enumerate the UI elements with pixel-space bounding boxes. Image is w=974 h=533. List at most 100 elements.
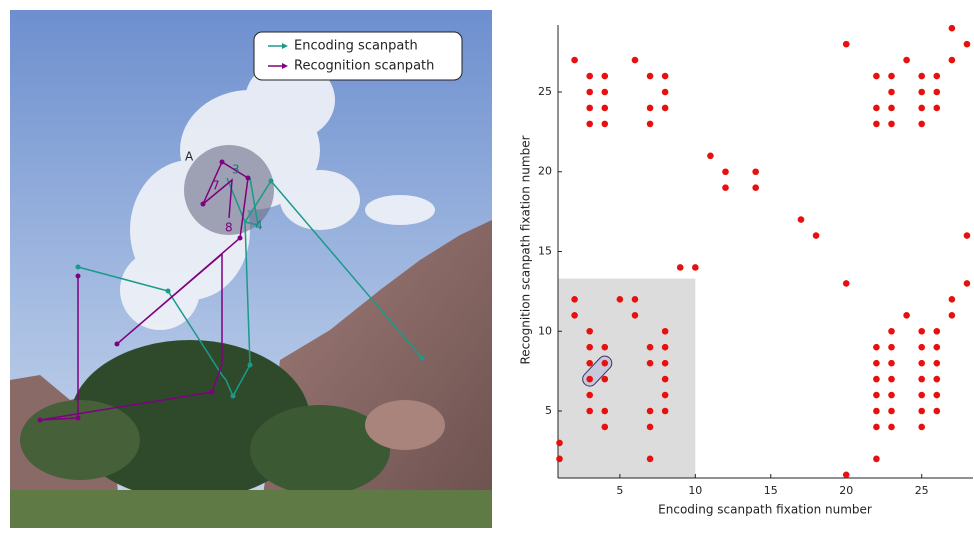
fixation-label: 4 [255, 219, 263, 233]
point [873, 424, 880, 431]
point [601, 424, 608, 431]
point [662, 392, 669, 399]
point [586, 344, 593, 351]
point [949, 25, 956, 32]
point [873, 408, 880, 415]
point [647, 73, 654, 80]
point [662, 376, 669, 383]
point [873, 376, 880, 383]
point [601, 73, 608, 80]
point [677, 264, 684, 271]
point [918, 105, 925, 112]
point [692, 264, 699, 271]
point [888, 121, 895, 128]
fixation-label: 8 [225, 221, 233, 235]
fixation-label: 3 [232, 163, 240, 177]
point [888, 73, 895, 80]
y-tick-label: 25 [538, 85, 552, 98]
point [873, 344, 880, 351]
point [586, 408, 593, 415]
y-tick-label: 5 [545, 404, 552, 417]
y-tick-label: 20 [538, 165, 552, 178]
point [662, 360, 669, 367]
point [601, 105, 608, 112]
point [722, 184, 729, 191]
point [918, 360, 925, 367]
highlight-region [558, 279, 695, 478]
point [601, 121, 608, 128]
y-tick-label: 10 [538, 324, 552, 337]
point [933, 392, 940, 399]
point [586, 360, 593, 367]
point [571, 57, 578, 64]
point [873, 392, 880, 399]
point [632, 312, 639, 319]
point [933, 89, 940, 96]
point [873, 105, 880, 112]
point [933, 105, 940, 112]
point [571, 296, 578, 303]
fixation-label: 7 [212, 179, 220, 193]
point [632, 296, 639, 303]
point [647, 344, 654, 351]
point [888, 424, 895, 431]
point [647, 121, 654, 128]
point [888, 328, 895, 335]
point [617, 296, 624, 303]
point [903, 57, 910, 64]
x-tick-label: 25 [915, 484, 929, 497]
point [949, 312, 956, 319]
point [918, 121, 925, 128]
point [571, 312, 578, 319]
point [662, 89, 669, 96]
point [933, 73, 940, 80]
y-tick-label: 15 [538, 245, 552, 258]
point [918, 376, 925, 383]
point [601, 360, 608, 367]
point [662, 105, 669, 112]
figure: A 3 4 7 8 Encoding scanpath Recognition … [0, 0, 974, 529]
point [933, 360, 940, 367]
point [888, 360, 895, 367]
x-tick-label: 15 [764, 484, 778, 497]
point [662, 344, 669, 351]
point [601, 89, 608, 96]
point [586, 392, 593, 399]
point [556, 440, 563, 447]
point [949, 57, 956, 64]
point [918, 89, 925, 96]
point [813, 232, 820, 239]
point [843, 472, 850, 479]
point [662, 328, 669, 335]
point [647, 360, 654, 367]
point [873, 456, 880, 463]
point [586, 73, 593, 80]
point [903, 312, 910, 319]
point [586, 89, 593, 96]
point [601, 376, 608, 383]
point [964, 41, 971, 48]
y-axis-label: Recognition scanpath fixation number [519, 135, 533, 364]
legend-entry: Encoding scanpath [294, 39, 418, 54]
point [933, 376, 940, 383]
point [647, 424, 654, 431]
point [752, 168, 759, 175]
point [888, 105, 895, 112]
point [586, 105, 593, 112]
point [964, 280, 971, 287]
point [707, 152, 714, 159]
point [918, 344, 925, 351]
point [933, 408, 940, 415]
point [888, 344, 895, 351]
point [888, 89, 895, 96]
point [632, 57, 639, 64]
point [888, 392, 895, 399]
point [843, 280, 850, 287]
point [647, 408, 654, 415]
point [601, 408, 608, 415]
point [949, 296, 956, 303]
x-tick-label: 20 [839, 484, 853, 497]
point [662, 408, 669, 415]
point [586, 121, 593, 128]
